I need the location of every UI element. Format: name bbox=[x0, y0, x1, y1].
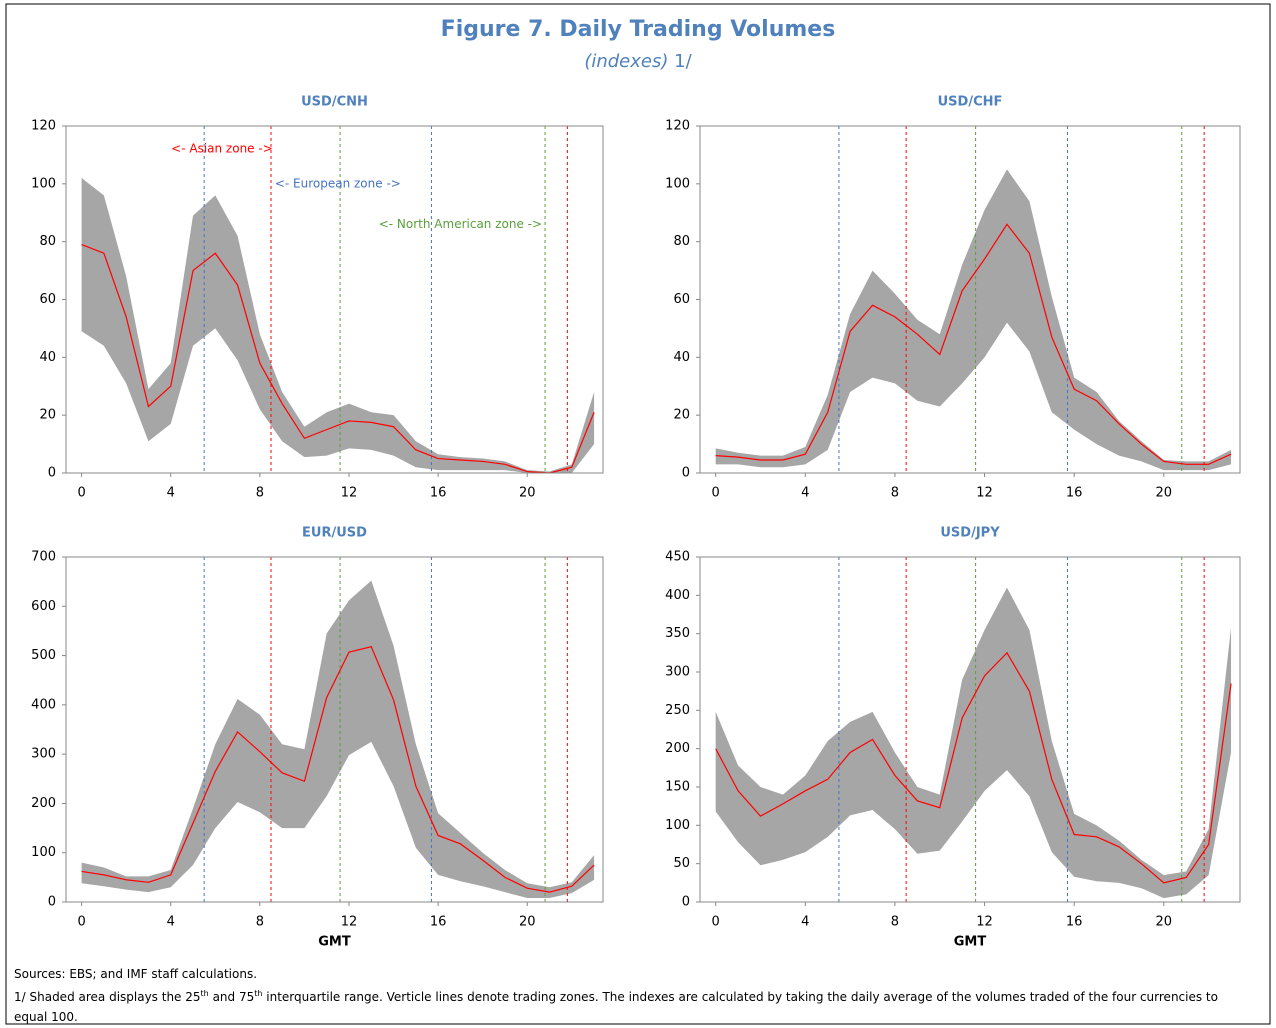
y-tick-label: 400 bbox=[665, 588, 690, 603]
x-axis-label: GMT bbox=[954, 935, 987, 950]
y-tick-label: 250 bbox=[665, 703, 690, 718]
y-tick-label: 150 bbox=[665, 780, 690, 795]
note: 1/ Shaded area displays the 25th and 75t… bbox=[14, 984, 1254, 1027]
note-sup: th bbox=[254, 989, 263, 998]
x-tick-label: 8 bbox=[256, 915, 264, 930]
iqr-band bbox=[715, 587, 1232, 899]
x-tick-label: 12 bbox=[976, 915, 993, 930]
zone-annotation: <- Asian zone -> bbox=[171, 142, 273, 156]
x-tick-label: 0 bbox=[712, 915, 720, 930]
y-tick-label: 200 bbox=[665, 741, 690, 756]
sources: Sources: EBS; and IMF staff calculations… bbox=[14, 967, 258, 981]
y-tick-label: 120 bbox=[665, 119, 690, 134]
zone-annotation: <- European zone -> bbox=[275, 176, 401, 190]
x-tick-label: 20 bbox=[1156, 915, 1173, 930]
x-tick-label: 16 bbox=[1066, 915, 1083, 930]
figure-title: Figure 7. Daily Trading Volumes bbox=[441, 17, 836, 42]
x-tick-label: 8 bbox=[891, 486, 899, 501]
y-tick-label: 0 bbox=[682, 466, 690, 481]
x-tick-label: 4 bbox=[801, 915, 809, 930]
note-text: 1/ Shaded area displays the 25 bbox=[14, 990, 201, 1004]
x-tick-label: 8 bbox=[891, 915, 899, 930]
y-tick-label: 100 bbox=[31, 176, 56, 191]
chart-title: USD/CHF bbox=[938, 95, 1003, 110]
note-text: interquartile range. Verticle lines deno… bbox=[14, 990, 1218, 1024]
y-tick-label: 100 bbox=[665, 818, 690, 833]
x-tick-label: 20 bbox=[1156, 486, 1173, 501]
y-tick-label: 60 bbox=[39, 292, 56, 307]
median-line bbox=[81, 243, 595, 474]
y-tick-label: 0 bbox=[48, 466, 56, 481]
x-tick-label: 16 bbox=[1066, 486, 1083, 501]
y-tick-label: 20 bbox=[673, 408, 690, 423]
plot-frame bbox=[699, 556, 1241, 903]
x-tick-label: 20 bbox=[519, 915, 536, 930]
plot-frame bbox=[65, 556, 604, 903]
iqr-band bbox=[81, 580, 595, 899]
subtitle-note: 1/ bbox=[674, 51, 692, 72]
y-tick-label: 300 bbox=[665, 665, 690, 680]
x-tick-label: 0 bbox=[712, 486, 720, 501]
x-tick-label: 20 bbox=[519, 486, 536, 501]
iqr-band bbox=[81, 178, 595, 474]
y-tick-label: 100 bbox=[665, 176, 690, 191]
y-tick-label: 0 bbox=[48, 895, 56, 910]
x-tick-label: 4 bbox=[167, 915, 175, 930]
x-tick-label: 0 bbox=[77, 915, 85, 930]
median-line bbox=[715, 223, 1232, 465]
subtitle-text: (indexes) bbox=[584, 51, 668, 72]
x-tick-label: 4 bbox=[167, 486, 175, 501]
x-tick-label: 12 bbox=[976, 486, 993, 501]
figure-subtitle: (indexes) 1/ bbox=[584, 51, 692, 72]
y-tick-label: 60 bbox=[673, 292, 690, 307]
y-tick-label: 80 bbox=[673, 234, 690, 249]
chart-title: USD/JPY bbox=[940, 526, 1000, 541]
y-tick-label: 80 bbox=[39, 234, 56, 249]
note-text: and 75 bbox=[208, 990, 255, 1004]
y-tick-label: 40 bbox=[673, 350, 690, 365]
y-tick-label: 400 bbox=[31, 697, 56, 712]
y-tick-label: 350 bbox=[665, 626, 690, 641]
chart-title: EUR/USD bbox=[302, 526, 367, 541]
frame bbox=[5, 3, 1271, 1025]
y-tick-label: 40 bbox=[39, 350, 56, 365]
y-tick-label: 600 bbox=[31, 599, 56, 614]
y-tick-label: 20 bbox=[39, 408, 56, 423]
x-tick-label: 16 bbox=[430, 486, 447, 501]
zone-annotation: <- North American zone -> bbox=[379, 217, 542, 231]
y-tick-label: 200 bbox=[31, 796, 56, 811]
y-tick-label: 120 bbox=[31, 119, 56, 134]
y-tick-label: 700 bbox=[31, 550, 56, 565]
x-axis-label: GMT bbox=[318, 935, 351, 950]
y-tick-label: 0 bbox=[682, 895, 690, 910]
median-line bbox=[715, 651, 1232, 884]
median-line bbox=[81, 645, 595, 893]
x-tick-label: 4 bbox=[801, 486, 809, 501]
y-tick-label: 300 bbox=[31, 747, 56, 762]
iqr-band bbox=[715, 169, 1232, 471]
y-tick-label: 50 bbox=[673, 856, 690, 871]
y-tick-label: 450 bbox=[665, 550, 690, 565]
x-tick-label: 0 bbox=[77, 486, 85, 501]
x-tick-label: 16 bbox=[430, 915, 447, 930]
note-sup: th bbox=[200, 989, 209, 998]
x-tick-label: 8 bbox=[256, 486, 264, 501]
x-tick-label: 12 bbox=[341, 486, 358, 501]
y-tick-label: 500 bbox=[31, 648, 56, 663]
chart-title: USD/CNH bbox=[301, 95, 368, 110]
x-tick-label: 12 bbox=[341, 915, 358, 930]
y-tick-label: 100 bbox=[31, 845, 56, 860]
